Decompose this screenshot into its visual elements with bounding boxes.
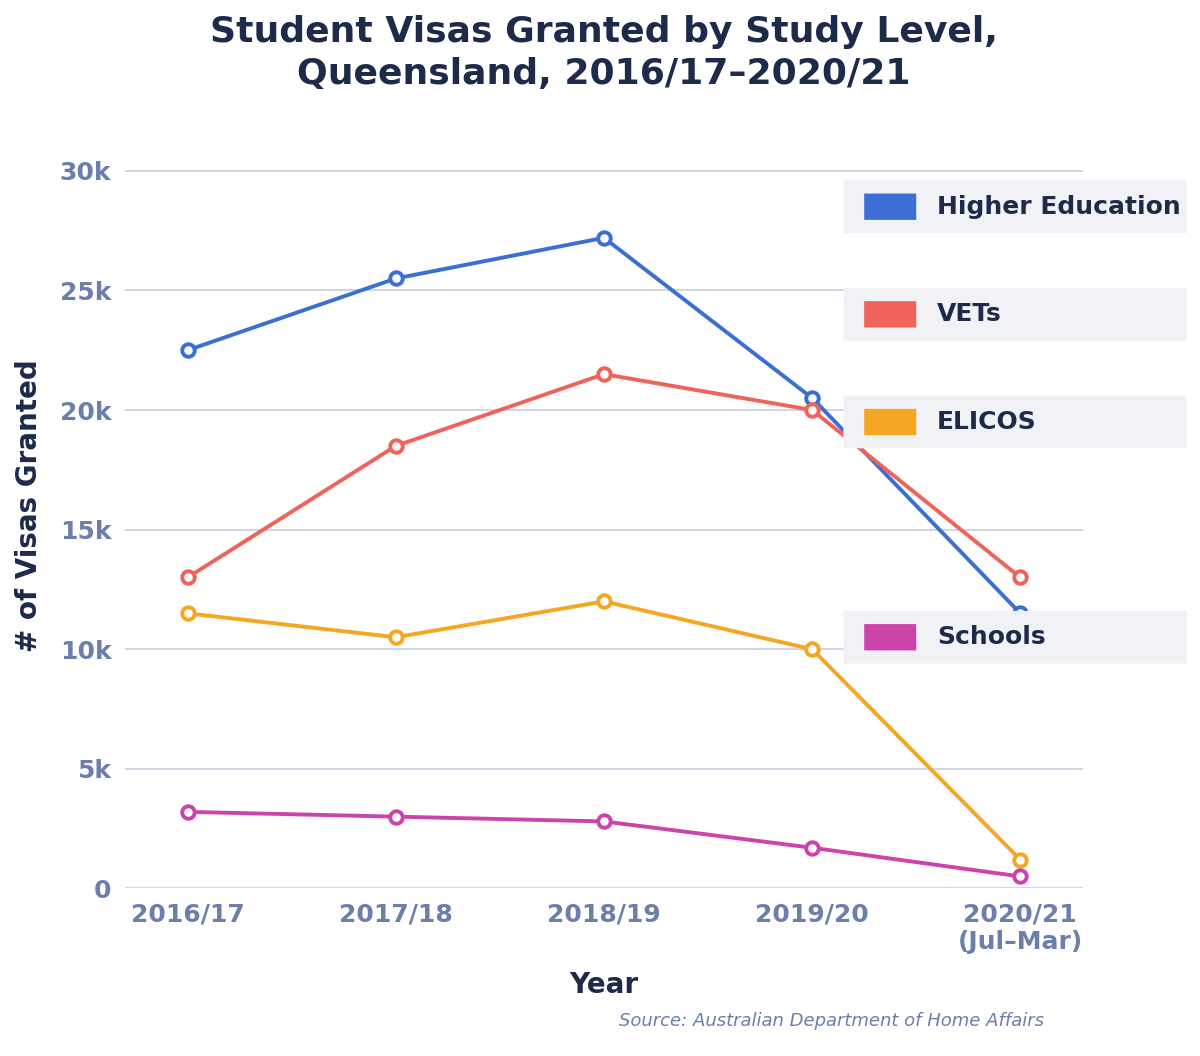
X-axis label: Year: Year [570, 970, 638, 999]
FancyBboxPatch shape [844, 611, 1187, 663]
FancyBboxPatch shape [864, 193, 917, 220]
Text: VETs: VETs [937, 302, 1002, 326]
Text: Schools: Schools [937, 625, 1045, 649]
FancyBboxPatch shape [864, 409, 917, 435]
FancyBboxPatch shape [844, 288, 1187, 341]
Text: Higher Education: Higher Education [937, 194, 1181, 219]
FancyBboxPatch shape [864, 301, 917, 327]
Title: Student Visas Granted by Study Level,
Queensland, 2016/17–2020/21: Student Visas Granted by Study Level, Qu… [210, 15, 998, 91]
FancyBboxPatch shape [844, 181, 1187, 233]
Text: ELICOS: ELICOS [937, 410, 1037, 434]
Y-axis label: # of Visas Granted: # of Visas Granted [14, 359, 43, 652]
FancyBboxPatch shape [864, 624, 917, 650]
FancyBboxPatch shape [844, 396, 1187, 449]
Text: Source: Australian Department of Home Affairs: Source: Australian Department of Home Af… [619, 1012, 1044, 1030]
